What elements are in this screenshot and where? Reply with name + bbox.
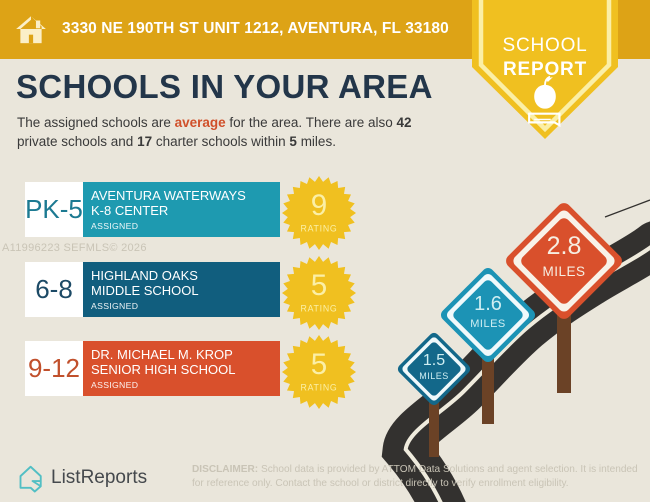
- svg-text:RATING: RATING: [301, 224, 338, 234]
- svg-text:MILES: MILES: [470, 318, 506, 330]
- svg-text:5: 5: [311, 348, 327, 381]
- svg-text:9: 9: [311, 189, 327, 222]
- svg-text:1.6: 1.6: [474, 293, 502, 315]
- svg-text:5: 5: [311, 269, 327, 302]
- svg-text:RATING: RATING: [301, 304, 338, 314]
- svg-text:RATING: RATING: [301, 383, 338, 393]
- svg-text:MILES: MILES: [419, 371, 449, 381]
- svg-text:2.8: 2.8: [547, 232, 582, 260]
- svg-text:MILES: MILES: [542, 264, 585, 279]
- svg-text:1.5: 1.5: [423, 352, 445, 369]
- svg-text:REPORT: REPORT: [503, 59, 587, 80]
- svg-text:SCHOOL: SCHOOL: [502, 35, 587, 56]
